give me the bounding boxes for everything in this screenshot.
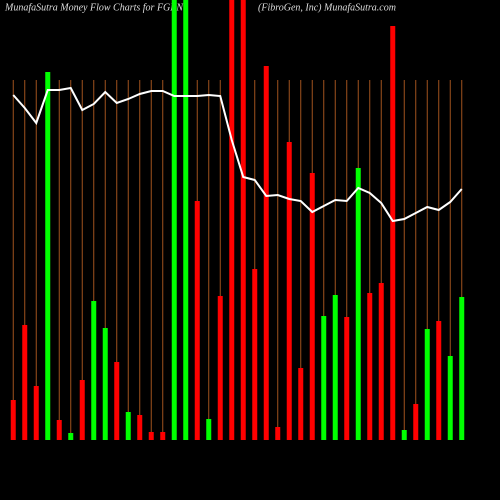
- bar: [275, 427, 281, 440]
- bar: [436, 321, 442, 440]
- chart-title: MunafaSutra Money Flow Charts for FGEN: [4, 2, 184, 13]
- bar: [378, 283, 384, 440]
- bar: [263, 66, 269, 440]
- bar: [240, 0, 246, 440]
- bar: [321, 316, 327, 440]
- bar: [10, 400, 16, 440]
- bar: [309, 173, 315, 440]
- bar: [447, 356, 453, 440]
- bar: [137, 415, 143, 440]
- bar: [68, 433, 74, 440]
- bar: [22, 325, 28, 440]
- bar: [424, 329, 430, 440]
- bar: [332, 295, 338, 440]
- bar: [194, 201, 200, 440]
- bar: [367, 293, 373, 440]
- bar: [252, 269, 258, 440]
- bar: [459, 297, 465, 440]
- bar: [390, 26, 396, 440]
- bar: [45, 72, 51, 440]
- bar: [33, 386, 39, 440]
- bar: [206, 419, 212, 440]
- bar: [102, 328, 108, 440]
- bar: [217, 296, 223, 440]
- bar: [114, 362, 120, 440]
- bar: [148, 432, 154, 440]
- bar: [171, 0, 177, 440]
- bar: [401, 430, 407, 440]
- bar: [286, 142, 292, 440]
- bar: [229, 0, 235, 440]
- chart-subtitle: (FibroGen, Inc) MunafaSutra.com: [258, 2, 396, 13]
- bar: [183, 0, 189, 440]
- money-flow-line: [12, 86, 463, 223]
- bar: [413, 404, 419, 440]
- bar: [355, 168, 361, 440]
- bar: [160, 432, 166, 440]
- bar: [125, 412, 131, 440]
- bar: [344, 317, 350, 440]
- bar: [56, 420, 62, 440]
- bar: [91, 301, 97, 440]
- bar: [79, 380, 85, 440]
- bar: [298, 368, 304, 440]
